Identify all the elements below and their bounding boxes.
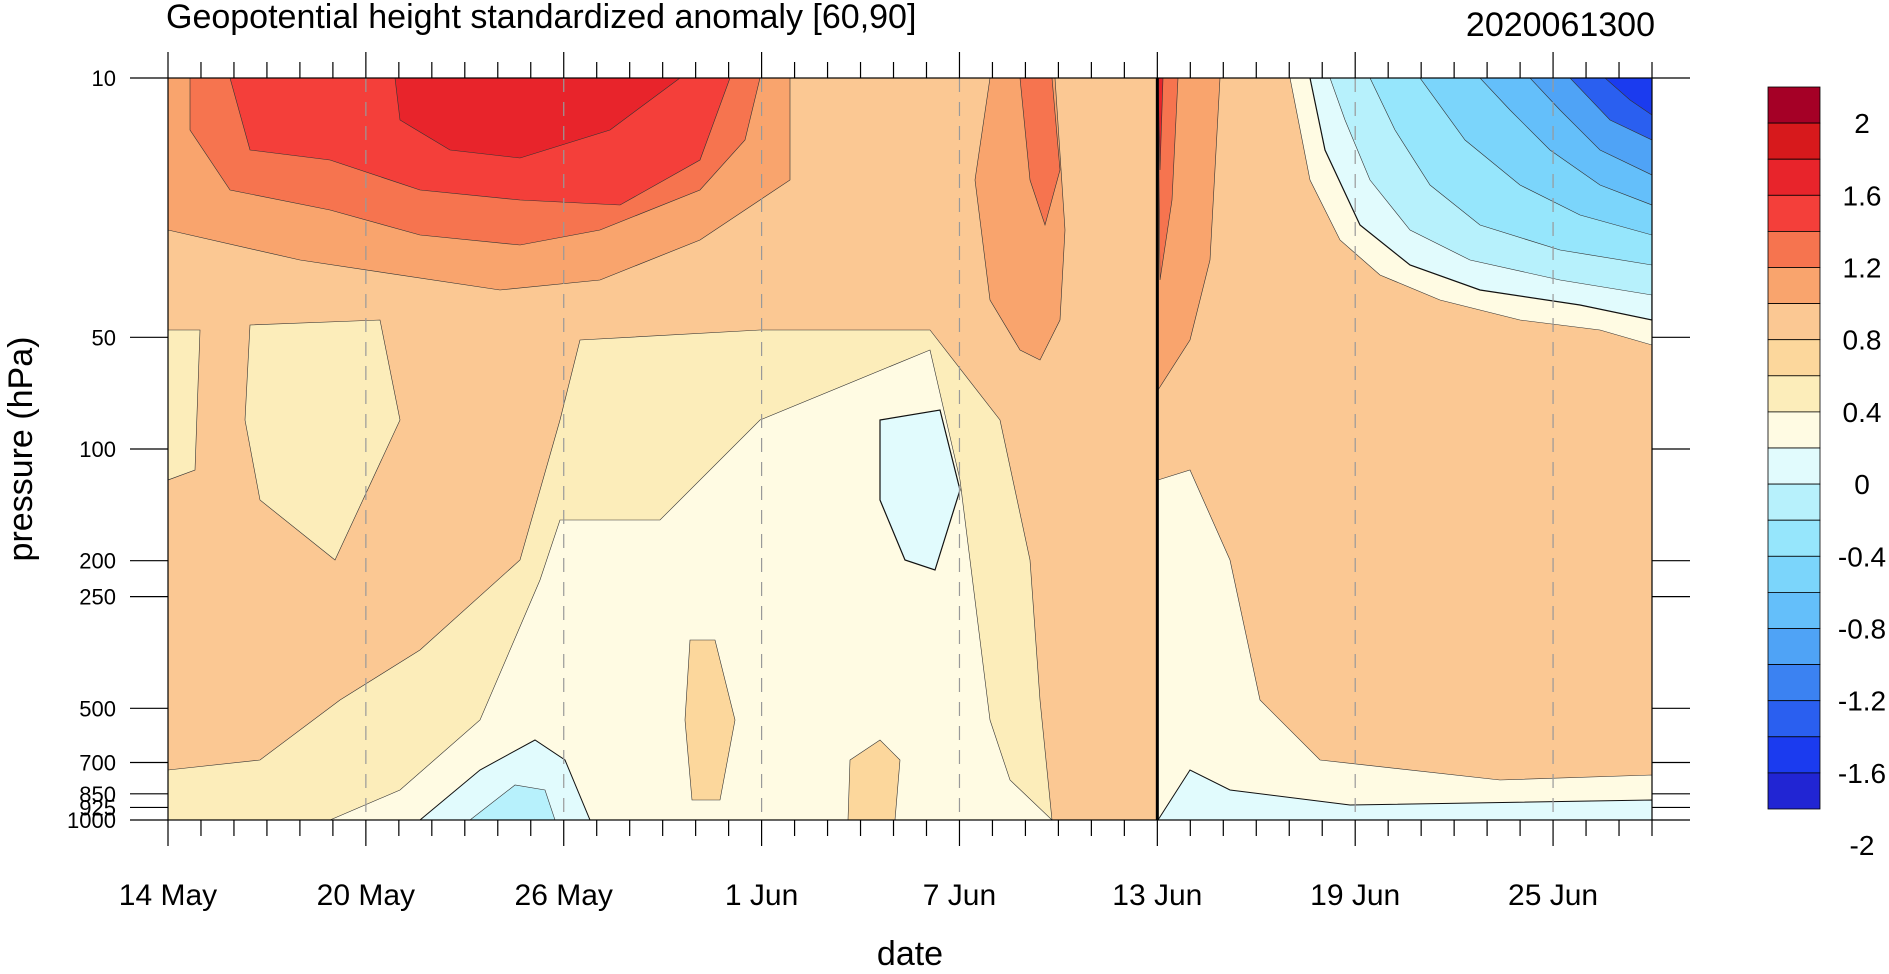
date-grid (365, 78, 1554, 820)
colorbar-swatch (1767, 700, 1821, 738)
x-tick-label: 1 Jun (725, 879, 798, 912)
colorbar-swatch (1767, 122, 1821, 160)
colorbar-swatch (1767, 592, 1821, 629)
colorbar-swatch (1767, 555, 1821, 593)
x-tick-label: 13 Jun (1112, 879, 1202, 912)
contour-fill (168, 78, 1652, 820)
x-axis: 14 May 20 May 26 May 1 Jun 7 Jun 13 Jun 19 Jun… (119, 52, 1653, 912)
colorbar-swatch (1767, 339, 1821, 377)
chart-title: Geopotential height standardized anomaly… (166, 0, 916, 36)
colorbar-label: 2 (1854, 108, 1870, 139)
y-tick-label: 700 (79, 751, 116, 776)
colorbar-swatch (1767, 411, 1821, 449)
x-tick-label: 20 May (317, 879, 415, 912)
colorbar-label: -0.8 (1838, 614, 1886, 645)
y-tick-label: 850 (79, 782, 116, 807)
colorbar-swatch (1767, 303, 1821, 341)
y-axis-title: pressure (hPa) (2, 337, 40, 562)
colorbar: 2 1.6 1.2 0.8 0.4 0 -0.4 -0.8 -1.2 -1.6 -2 (1767, 86, 1886, 861)
colorbar-swatch (1767, 86, 1821, 124)
y-tick-label: 10 (92, 66, 116, 91)
y-tick-label: 200 (79, 549, 116, 574)
x-tick-label: 25 Jun (1508, 879, 1598, 912)
x-tick-label: 19 Jun (1310, 879, 1400, 912)
y-tick-label: 250 (79, 585, 116, 610)
y-tick-label: 1000 (67, 808, 116, 833)
colorbar-swatch (1767, 194, 1821, 232)
colorbar-label: 0.4 (1843, 397, 1882, 428)
colorbar-swatch (1767, 736, 1821, 774)
colorbar-label: 0.8 (1843, 325, 1882, 356)
colorbar-label: 1.6 (1843, 180, 1882, 211)
colorbar-label: -1.6 (1838, 758, 1886, 789)
colorbar-swatch (1767, 375, 1821, 413)
colorbar-swatch (1767, 519, 1821, 557)
colorbar-swatch (1767, 447, 1821, 485)
y-tick-label: 100 (79, 437, 116, 462)
x-axis-title: date (877, 935, 943, 969)
colorbar-swatch (1767, 158, 1821, 196)
colorbar-swatch (1767, 664, 1821, 702)
y-tick-label: 925 (79, 795, 116, 820)
date-label: 2020061300 (1466, 6, 1655, 44)
colorbar-swatch (1767, 230, 1821, 268)
x-tick-label: 26 May (515, 879, 613, 912)
x-tick-label: 14 May (119, 879, 217, 912)
colorbar-swatch (1767, 628, 1821, 665)
colorbar-label: 1.2 (1843, 253, 1882, 284)
colorbar-label: 0 (1854, 469, 1870, 500)
colorbar-swatch (1767, 267, 1821, 304)
y-tick-label: 500 (79, 696, 116, 721)
colorbar-swatch (1767, 483, 1821, 521)
x-tick-label: 7 Jun (923, 879, 996, 912)
y-tick-label: 50 (92, 325, 116, 350)
colorbar-label: -1.2 (1838, 686, 1886, 717)
colorbar-label: -2 (1850, 830, 1875, 861)
colorbar-swatch (1767, 772, 1821, 810)
colorbar-label: -0.4 (1838, 541, 1886, 572)
